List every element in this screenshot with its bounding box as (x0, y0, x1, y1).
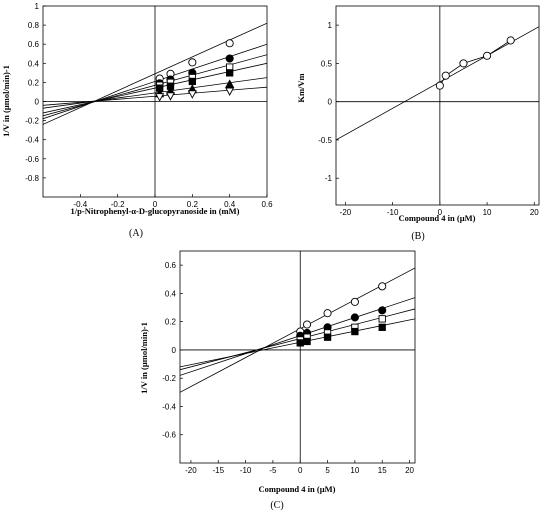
data-point-a-3-2 (188, 77, 196, 86)
x-tick-label: -20 (340, 208, 352, 217)
data-point-c-0-2 (323, 309, 332, 318)
data-point-c-0-4 (378, 282, 387, 291)
data-point-a-5-2 (187, 90, 197, 99)
data-point-b-0-3 (483, 51, 492, 60)
x-tick-label: 0 (298, 466, 303, 475)
y-axis-label-b: Km/Vm (296, 73, 306, 102)
data-point-a-5-0 (155, 93, 165, 102)
data-point-c-3-4 (378, 323, 386, 331)
plot-frame-b (335, 5, 540, 206)
x-tick-label: 0 (153, 200, 158, 209)
y-tick-label: 0 (172, 346, 177, 355)
fit-lines-a (43, 6, 267, 197)
y-tick-label: -0.4 (25, 136, 39, 145)
y-tick-label: -0.2 (25, 117, 39, 126)
y-tick-label: 0 (35, 98, 40, 107)
y-tick-label: -0.6 (162, 431, 176, 440)
y-tick-label: 1 (35, 2, 40, 11)
y-tick-label: 0.6 (165, 261, 177, 270)
x-tick-label: -10 (387, 208, 399, 217)
x-tick-label: 20 (530, 208, 539, 217)
data-point-a-1-3 (225, 54, 234, 63)
x-tick-label: -20 (185, 466, 197, 475)
data-point-c-3-1 (303, 337, 311, 346)
y-tick-label: -0.2 (162, 374, 176, 383)
x-tick-label: 20 (405, 466, 414, 475)
data-point-c-0-1 (303, 320, 312, 329)
y-axis-label-a: 1/V in (µmol/min)-1 (1, 65, 11, 137)
x-tick-label: 5 (325, 466, 330, 475)
data-points-c (296, 282, 387, 347)
y-tick-label: 1 (328, 21, 333, 30)
y-tick-label: 0.2 (165, 318, 177, 327)
data-point-a-3-3 (226, 69, 234, 77)
data-point-c-3-0 (296, 339, 304, 347)
x-tick-label: -0.2 (111, 200, 125, 209)
y-tick-label: -0.6 (25, 155, 39, 164)
x-axis-label-b: Compound 4 in (µM) (399, 213, 476, 223)
panel-label-b: (B) (411, 231, 424, 242)
x-tick-label: 10 (483, 208, 492, 217)
y-tick-label: -1 (325, 174, 333, 183)
data-point-b-0-0 (435, 81, 444, 90)
x-axis-label-c: Compound 4 in (µM) (259, 484, 336, 494)
data-point-b-0-4 (506, 36, 515, 45)
x-tick-label: -0.4 (73, 200, 87, 209)
data-point-b-0-2 (459, 59, 468, 68)
y-tick-label: 0.5 (321, 59, 333, 68)
x-tick-label: 0.6 (261, 200, 273, 209)
data-point-a-0-2 (188, 58, 197, 67)
panel-c: -20 -15 -10 -5 0 5 10 15 20 -0.6 -0.4 -0.2 0 0.2 0.4 0.… (139, 250, 416, 511)
y-tick-label: 0.4 (165, 289, 177, 298)
plot-frame-c (179, 250, 416, 464)
data-point-c-0-3 (350, 297, 359, 306)
x-tick-label: 0 (438, 208, 443, 217)
data-point-c-3-2 (323, 333, 332, 341)
y-tick-label: -0.4 (162, 402, 176, 411)
tick-labels-b: -20 -10 0 10 20 -1 -0.5 0 0.5 1 (318, 21, 539, 217)
y-tick-label: 0 (328, 98, 333, 107)
x-tick-label: 0.2 (187, 200, 199, 209)
data-point-a-4-3 (225, 79, 235, 88)
data-points-b (435, 36, 515, 90)
panel-label-c: (C) (270, 500, 283, 511)
y-tick-label: -0.5 (318, 136, 332, 145)
data-point-c-3-3 (351, 327, 359, 336)
data-point-c-1-3 (350, 313, 359, 322)
x-tick-label: -10 (240, 466, 252, 475)
data-point-c-2-4 (378, 315, 386, 323)
data-point-a-5-1 (165, 92, 176, 101)
x-tick-label: 10 (350, 466, 359, 475)
fit-lines-c (180, 251, 415, 463)
tick-labels-a: -0.4 -0.2 0 0.2 0.4 0.6 -0.8 -0.6 -0.4 -0.2 0 0.2 0.… (25, 2, 273, 209)
connect-line-b-0 (439, 40, 511, 86)
data-point-a-0-3 (225, 39, 234, 48)
y-tick-label: 0.2 (28, 78, 40, 87)
y-axis-label-c: 1/V in (µmol/min)-1 (139, 322, 149, 394)
y-tick-label: 0.6 (28, 40, 40, 49)
panel-label-a: (A) (129, 228, 143, 239)
panel-a: -0.4 -0.2 0 0.2 0.4 0.6 -0.8 -0.6 -0.4 -0.2 0 0.2 0.… (1, 2, 273, 239)
x-tick-label: 15 (378, 466, 387, 475)
y-tick-label: 0.8 (28, 21, 40, 30)
x-tick-label: 0.4 (224, 200, 236, 209)
tick-labels-c: -20 -15 -10 -5 0 5 10 15 20 -0.6 -0.4 -0.2 0 0.2 0.4 0.… (162, 261, 414, 475)
data-points-a (155, 39, 235, 102)
y-tick-label: 0.4 (28, 59, 40, 68)
data-point-c-1-4 (378, 306, 387, 315)
y-tick-label: -0.8 (25, 174, 39, 183)
x-axis-label-a: 1/p-Nitrophenyl-α-D-glucopyranoside in (… (71, 206, 240, 216)
data-point-a-5-3 (225, 87, 235, 96)
x-tick-label: -5 (269, 466, 277, 475)
panel-b: -20 -10 0 10 20 -1 -0.5 0 0.5 1 Compound 4 in (µM… (296, 5, 540, 242)
x-tick-label: -15 (212, 466, 224, 475)
fit-lines-b (336, 6, 539, 205)
data-point-b-0-1 (441, 71, 450, 80)
